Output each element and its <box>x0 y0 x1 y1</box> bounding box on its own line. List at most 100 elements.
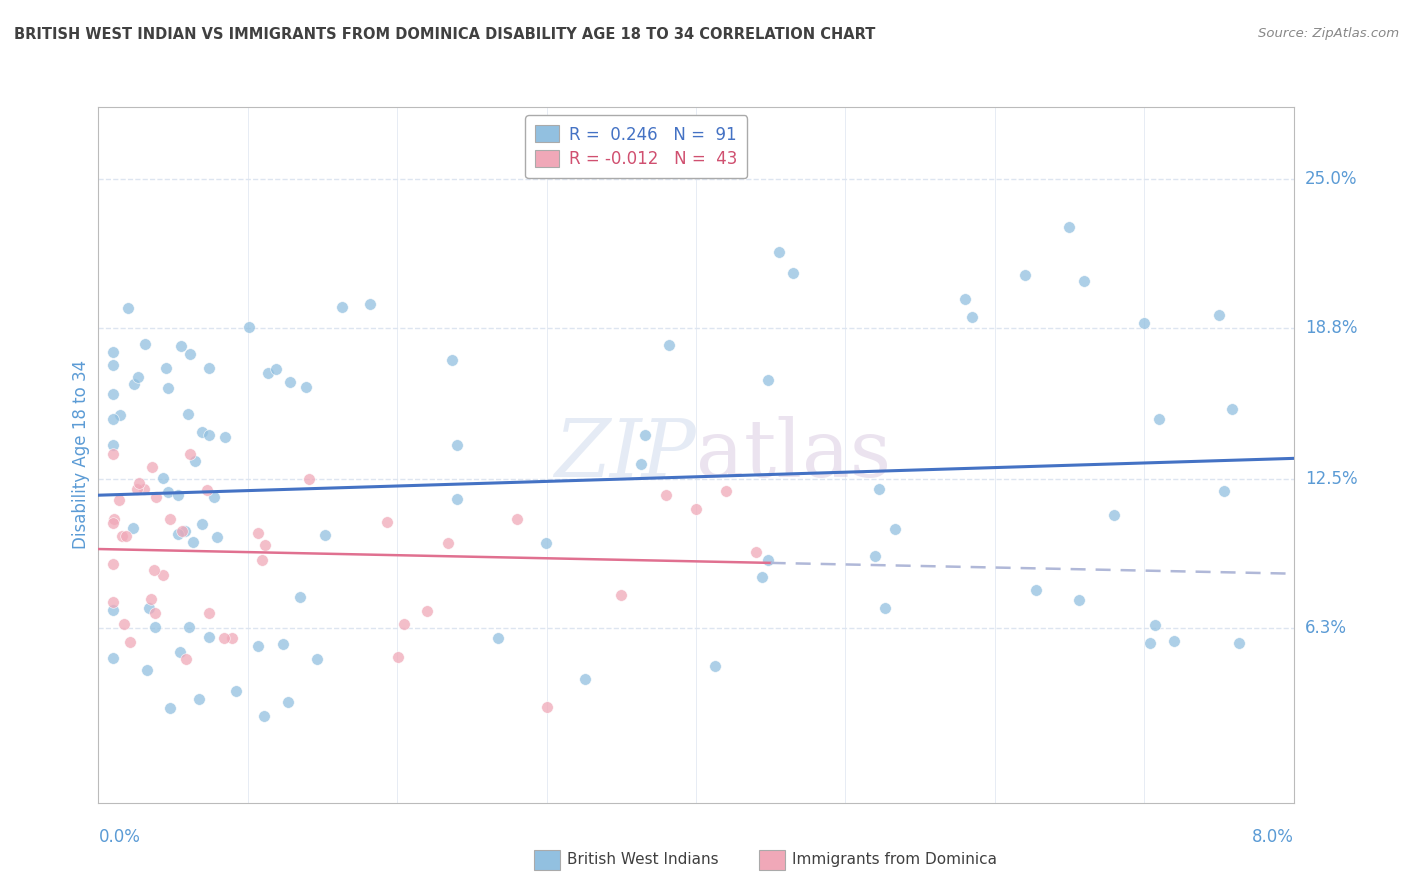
Point <box>103 512 125 526</box>
Point <box>387 649 409 664</box>
Point <box>751 570 773 584</box>
Point <box>1059 219 1081 234</box>
Point <box>205 530 228 544</box>
Point <box>266 361 288 376</box>
Point <box>486 631 509 645</box>
Point <box>134 337 156 351</box>
Point <box>103 412 125 426</box>
Point <box>135 663 157 677</box>
Point <box>574 673 596 687</box>
Point <box>191 517 214 532</box>
Point <box>416 604 439 618</box>
Point <box>120 635 142 649</box>
Point <box>198 361 221 376</box>
Point <box>152 567 174 582</box>
Point <box>437 536 460 550</box>
Point <box>884 522 907 536</box>
Point <box>127 370 149 384</box>
Point <box>252 708 274 723</box>
Point <box>214 430 236 444</box>
Point <box>225 683 247 698</box>
Text: BRITISH WEST INDIAN VS IMMIGRANTS FROM DOMINICA DISABILITY AGE 18 TO 34 CORRELAT: BRITISH WEST INDIAN VS IMMIGRANTS FROM D… <box>14 27 876 42</box>
Point <box>655 488 678 502</box>
Point <box>254 538 277 552</box>
Point <box>221 631 243 645</box>
Point <box>108 493 131 508</box>
Point <box>294 380 316 394</box>
Point <box>143 620 166 634</box>
Point <box>953 292 976 306</box>
Point <box>181 535 204 549</box>
Point <box>198 428 221 442</box>
Point <box>156 381 179 395</box>
Point <box>1067 593 1090 607</box>
Point <box>170 524 193 539</box>
Point <box>179 447 201 461</box>
Point <box>307 652 329 666</box>
Point <box>167 488 190 502</box>
Point <box>1102 508 1125 522</box>
Point <box>177 620 200 634</box>
Text: ZIP: ZIP <box>554 417 696 493</box>
Text: 18.8%: 18.8% <box>1305 318 1357 337</box>
Point <box>446 438 468 452</box>
Point <box>117 301 139 315</box>
Point <box>634 428 657 442</box>
Point <box>863 549 886 563</box>
Text: Source: ZipAtlas.com: Source: ZipAtlas.com <box>1258 27 1399 40</box>
Point <box>184 454 207 468</box>
Point <box>375 515 398 529</box>
Point <box>159 701 181 715</box>
Point <box>1014 268 1036 282</box>
Y-axis label: Disability Age 18 to 34: Disability Age 18 to 34 <box>72 360 90 549</box>
Point <box>960 310 983 325</box>
Text: atlas: atlas <box>696 416 891 494</box>
Point <box>782 266 804 280</box>
Text: 6.3%: 6.3% <box>1305 619 1347 637</box>
Point <box>247 526 270 541</box>
Point <box>179 347 201 361</box>
Point <box>536 536 558 550</box>
Point <box>290 591 312 605</box>
Point <box>145 490 167 504</box>
Point <box>506 512 529 526</box>
Text: 25.0%: 25.0% <box>1305 170 1357 188</box>
Point <box>685 501 707 516</box>
Point <box>167 527 190 541</box>
Point <box>188 692 211 706</box>
Point <box>277 695 299 709</box>
Point <box>1025 583 1047 598</box>
Point <box>441 353 464 368</box>
Point <box>173 524 195 538</box>
Point <box>1147 412 1170 426</box>
Point <box>1139 636 1161 650</box>
Point <box>768 244 790 259</box>
Point <box>868 482 890 496</box>
Point <box>1220 402 1243 417</box>
Point <box>103 344 125 359</box>
Point <box>330 300 353 314</box>
Point <box>238 320 260 334</box>
Point <box>177 408 200 422</box>
Point <box>271 638 294 652</box>
Point <box>756 373 779 387</box>
Point <box>714 483 737 498</box>
Point <box>142 563 165 577</box>
Point <box>198 606 221 620</box>
Point <box>124 377 146 392</box>
Point <box>280 375 302 389</box>
Text: British West Indians: British West Indians <box>567 853 718 867</box>
Point <box>314 528 336 542</box>
Point <box>103 603 125 617</box>
Point <box>143 606 166 620</box>
Point <box>112 617 135 632</box>
Point <box>875 601 897 615</box>
Legend: R =  0.246   N =  91, R = -0.012   N =  43: R = 0.246 N = 91, R = -0.012 N = 43 <box>526 115 747 178</box>
Point <box>610 588 633 602</box>
Point <box>156 484 179 499</box>
Point <box>745 545 768 559</box>
Point <box>202 490 225 504</box>
Point <box>1073 274 1095 288</box>
Point <box>125 482 148 496</box>
Point <box>155 361 177 376</box>
